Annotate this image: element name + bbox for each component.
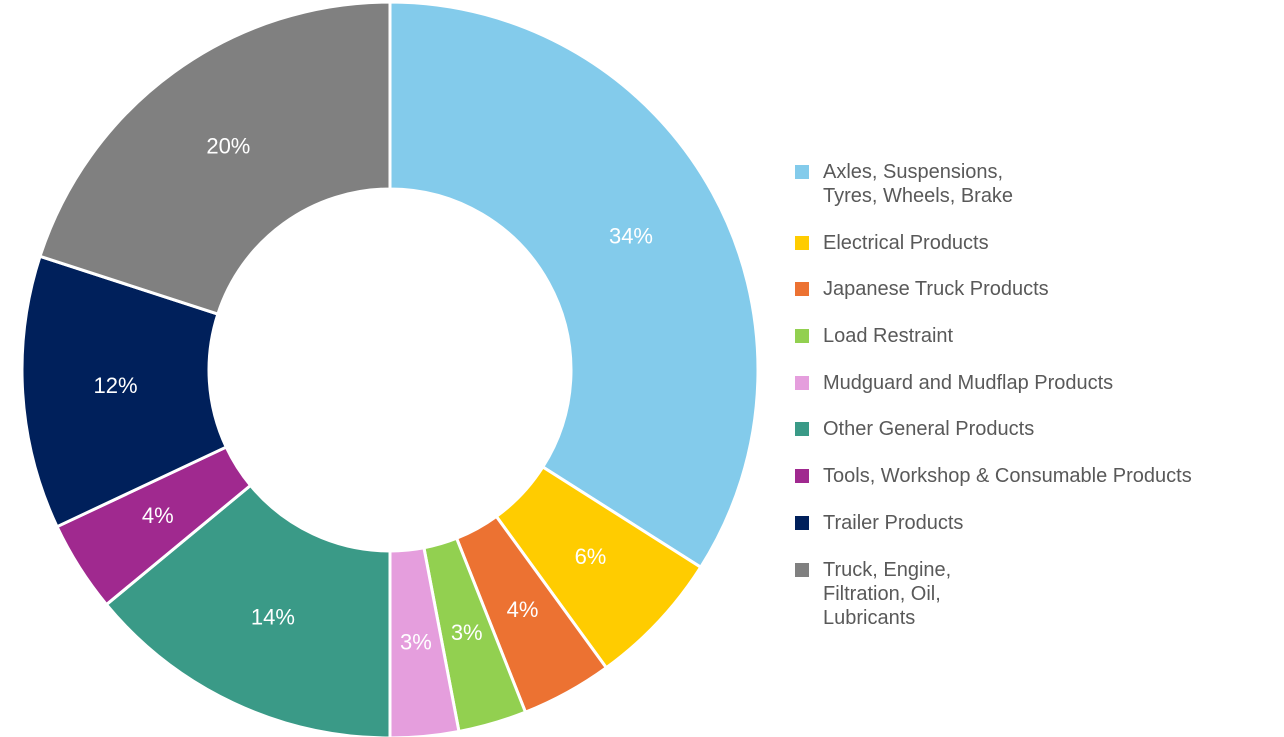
slice-label: 6%: [575, 544, 607, 569]
legend-label: Electrical Products: [823, 231, 989, 254]
legend-swatch: [795, 165, 809, 179]
legend-item: Axles, Suspensions, Tyres, Wheels, Brake: [795, 160, 1033, 208]
legend-item: Trailer Products: [795, 511, 1275, 535]
legend-label: Tools, Workshop & Consumable Products: [823, 465, 1192, 488]
legend-swatch: [795, 515, 809, 530]
legend-swatch: [795, 375, 809, 390]
legend-item: Other General Products: [795, 417, 1275, 441]
slice-label: 12%: [94, 373, 138, 398]
slice: [20, 254, 229, 529]
slice-label: 34%: [609, 223, 653, 248]
legend-item: Truck, Engine, Filtration, Oil, Lubrican…: [795, 558, 1033, 630]
slice: [38, 0, 392, 316]
slice: [104, 483, 392, 737]
legend-item: Japanese Truck Products: [795, 277, 1275, 301]
legend-label: Japanese Truck Products: [823, 278, 1049, 301]
legend-swatch: [795, 329, 809, 344]
slice-label: 20%: [206, 133, 250, 158]
legend-label: Mudguard and Mudflap Products: [823, 371, 1114, 394]
slice-label: 4%: [507, 597, 539, 622]
legend-label: Load Restraint: [823, 325, 954, 348]
slice-label: 14%: [251, 605, 295, 630]
legend-label: Axles, Suspensions, Tyres, Wheels, Brake: [823, 161, 1014, 207]
legend-swatch: [795, 469, 809, 484]
legend-item: Mudguard and Mudflap Products: [795, 371, 1275, 395]
slice-label: 4%: [142, 503, 174, 528]
legend-item: Tools, Workshop & Consumable Products: [795, 464, 1275, 488]
donut-plot: 34% 6% 4% 3% 3% 14% 4% 12% 20%: [20, 0, 760, 737]
legend-item: Load Restraint: [795, 324, 1275, 348]
legend-swatch: [795, 422, 809, 437]
slice-label: 3%: [451, 620, 483, 645]
legend-swatch: [795, 282, 809, 297]
slice: [388, 0, 760, 570]
legend-swatch: [795, 562, 809, 577]
legend-label: Truck, Engine, Filtration, Oil, Lubrican…: [823, 558, 952, 629]
slice-label: 3%: [400, 630, 432, 655]
legend: Axles, Suspensions, Tyres, Wheels, Brake…: [795, 160, 1275, 652]
legend-label: Other General Products: [823, 418, 1035, 441]
legend-swatch: [795, 235, 809, 250]
legend-label: Trailer Products: [823, 511, 964, 534]
legend-item: Electrical Products: [795, 231, 1275, 255]
